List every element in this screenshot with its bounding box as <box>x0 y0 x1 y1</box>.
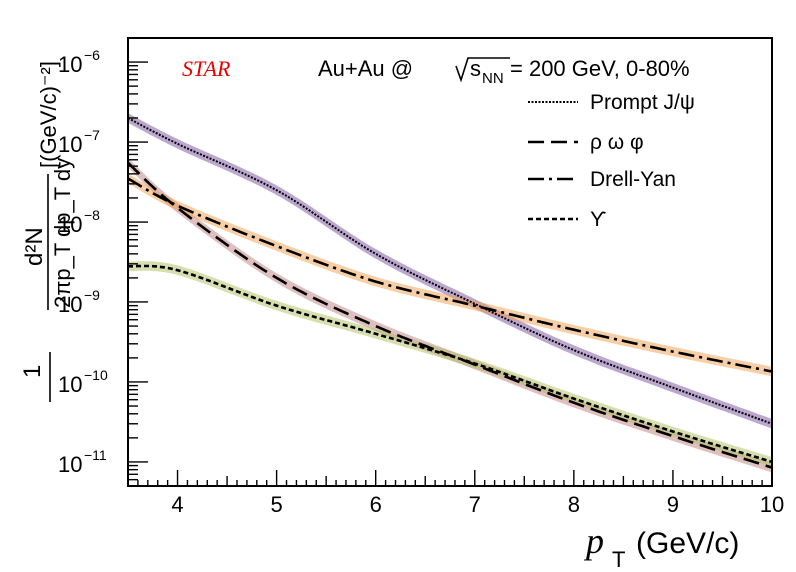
band-3 <box>128 261 772 467</box>
legend-label-0: Prompt J/ψ <box>590 91 695 114</box>
series-lines <box>128 117 772 469</box>
x-axis-unit: (GeV/c) <box>636 527 739 560</box>
collision-label: Au+Au @ s NN = 200 GeV, 0-80% <box>318 56 690 87</box>
sqrt-symbol <box>455 57 510 83</box>
y-tick-exp: −9 <box>84 287 100 303</box>
x-axis-title: p T (GeV/c) <box>583 521 739 572</box>
y-axis-frac-den: 2πp_T dp_T dy <box>50 158 75 308</box>
y-tick-label: 10 −6 <box>58 47 100 77</box>
y-tick-base: 10 <box>58 132 82 157</box>
series-line-2 <box>128 177 772 373</box>
y-axis-frac-num: d²N <box>21 227 48 266</box>
x-axis-var: p <box>583 521 604 561</box>
sqrt-subscript: NN <box>482 70 504 87</box>
y-axis-num: 1 <box>19 365 46 378</box>
x-tick-label: 4 <box>171 492 183 517</box>
y-tick-label: 10 −8 <box>58 207 100 237</box>
x-tick-label: 5 <box>270 492 282 517</box>
x-axis: 4 5 6 7 8 9 10 <box>127 470 784 517</box>
y-axis-unit: [(GeV/c)⁻²] <box>36 61 61 168</box>
x-tick-label: 9 <box>667 492 679 517</box>
legend-label-3: ϒ <box>590 208 606 231</box>
y-tick-exp: −7 <box>84 127 100 143</box>
band-1 <box>128 158 772 473</box>
x-tick-label: 10 <box>760 492 784 517</box>
collision-suffix: = 200 GeV, 0-80% <box>510 56 690 81</box>
sqrt-variable: s <box>470 56 481 81</box>
x-tick-label: 8 <box>568 492 580 517</box>
series-line-0 <box>128 117 772 425</box>
x-tick-label: 7 <box>469 492 481 517</box>
plot-frame <box>127 37 773 487</box>
y-tick-label: 10 −10 <box>58 367 108 397</box>
experiment-label: STAR <box>182 56 231 81</box>
y-tick-base: 10 <box>58 292 82 317</box>
y-tick-exp: −8 <box>84 207 100 223</box>
x-tick-label: 6 <box>370 492 382 517</box>
series-line-3 <box>128 264 772 464</box>
collision-prefix: Au+Au @ <box>318 56 413 81</box>
legend-label-1: ρ ω φ <box>590 131 644 154</box>
legend-label-2: Drell-Yan <box>590 168 676 191</box>
legend: Prompt J/ψ ρ ω φ Drell-Yan ϒ <box>528 91 695 231</box>
uncertainty-bands <box>128 113 772 473</box>
y-tick-exp: −6 <box>84 47 100 63</box>
y-axis-title: 1 d²N 2πp_T dp_T dy [(GeV/c)⁻²] <box>19 61 75 402</box>
y-tick-base: 10 <box>58 452 82 477</box>
band-2 <box>128 173 772 377</box>
y-tick-base: 10 <box>58 52 82 77</box>
y-tick-exp: −10 <box>84 367 108 383</box>
y-tick-base: 10 <box>58 372 82 397</box>
x-axis-sub: T <box>612 547 625 572</box>
y-tick-label: 10 −11 <box>58 447 107 477</box>
y-tick-base: 10 <box>58 212 82 237</box>
band-0 <box>128 113 772 429</box>
y-tick-label: 10 −9 <box>58 287 100 317</box>
series-line-1 <box>128 161 772 469</box>
y-tick-exp: −11 <box>84 447 107 463</box>
y-tick-label: 10 −7 <box>58 127 100 157</box>
